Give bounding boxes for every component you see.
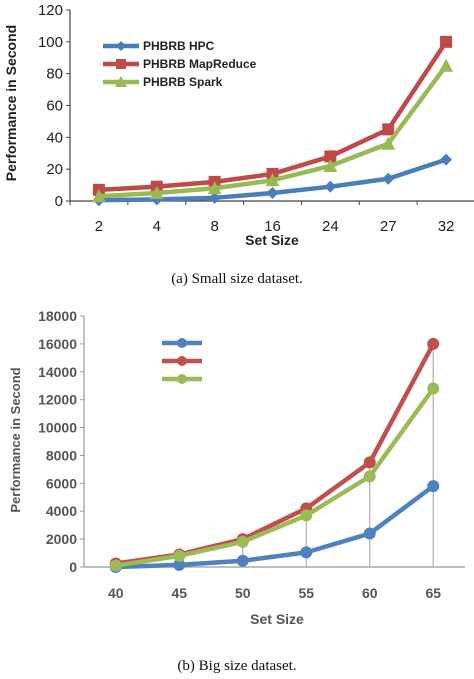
b-series-line <box>115 484 435 570</box>
a-data-point <box>440 35 453 48</box>
b-legend-marker <box>177 374 187 384</box>
b-legend-label: PHBRB Spark <box>206 372 286 386</box>
a-y-tick-label: 80 <box>46 66 63 83</box>
b-data-point <box>363 470 376 483</box>
chart-a-caption: (a) Small size dataset. <box>171 271 303 287</box>
b-x-tick-label: 50 <box>235 585 251 601</box>
a-legend-marker <box>116 41 126 51</box>
a-legend-label: PHBRB MapReduce <box>143 57 257 71</box>
chart-b-ylabel: Performance in Second <box>8 367 23 512</box>
a-data-point <box>265 173 280 187</box>
b-series-line <box>115 387 436 568</box>
chart-a-series <box>91 35 454 207</box>
chart-a-ylabel: Performance in Second <box>3 25 19 181</box>
b-data-point <box>173 558 186 571</box>
b-legend-marker <box>177 338 187 348</box>
a-data-point <box>266 187 279 200</box>
a-legend-label: PHBRB Spark <box>143 75 223 89</box>
a-y-tick-label: 100 <box>38 34 63 51</box>
b-data-point <box>363 527 376 540</box>
b-data-point <box>300 509 313 522</box>
b-y-tick-label: 6000 <box>46 475 77 491</box>
chart-a-xlabel: Set Size <box>245 232 299 248</box>
b-data-point <box>300 546 313 559</box>
a-legend-marker <box>116 59 126 69</box>
a-y-tick-label: 20 <box>46 161 63 178</box>
chart-a-legend: PHBRB HPC PHBRB MapReduce PHBRB Spark <box>103 39 257 89</box>
b-data-point <box>363 456 376 469</box>
a-x-tick-label: 24 <box>322 218 339 235</box>
a-x-tick-label: 16 <box>264 218 281 235</box>
b-y-tick-label: 4000 <box>46 503 77 519</box>
chart-b-series <box>109 337 440 573</box>
chart-b-xlabel: Set Size <box>250 611 304 627</box>
a-data-point <box>323 158 338 172</box>
a-y-tick-label: 0 <box>55 193 63 210</box>
a-x-tick-label: 4 <box>153 218 161 235</box>
b-x-tick-label: 45 <box>171 585 187 601</box>
a-data-point <box>324 150 337 163</box>
b-data-point <box>236 535 249 548</box>
chart-big-dataset: Performance in Second Set Size 0 2000 4000… <box>8 308 465 674</box>
a-data-point <box>382 123 395 136</box>
b-legend-label: PHBRB MapReduce <box>206 354 320 368</box>
a-data-point <box>440 153 453 166</box>
b-legend-label: PHBRB HPC <box>206 336 278 350</box>
b-x-tick-label: 40 <box>108 585 124 601</box>
a-x-tick-label: 2 <box>95 218 103 235</box>
a-data-point <box>208 191 221 204</box>
a-x-tick-label: 32 <box>438 218 455 235</box>
b-data-point <box>427 382 440 395</box>
a-y-tick-label: 40 <box>46 129 63 146</box>
chart-b-axes: 0 2000 4000 6000 8000 10000 12000 14000 16000 180… <box>38 308 465 601</box>
b-y-tick-label: 16000 <box>38 336 77 352</box>
a-legend-marker <box>115 76 127 87</box>
a-x-tick-label: 8 <box>210 218 218 235</box>
b-data-point <box>109 559 122 572</box>
a-data-point <box>381 136 396 150</box>
b-x-tick-label: 60 <box>362 585 378 601</box>
a-x-tick-label: 27 <box>380 218 397 235</box>
chart-small-dataset: Performance in Second Set Size 0 20 40 60 80… <box>3 2 474 287</box>
b-y-tick-label: 14000 <box>38 364 77 380</box>
b-x-tick-label: 65 <box>425 585 441 601</box>
a-y-tick-label: 120 <box>38 2 63 19</box>
a-data-point <box>207 181 222 195</box>
a-data-point <box>382 172 395 185</box>
a-legend-label: PHBRB HPC <box>143 39 215 53</box>
b-data-point <box>236 554 249 567</box>
b-data-point <box>427 337 440 350</box>
chart-b-legend: PHBRB HPC PHBRB MapReduce PHBRB Spark <box>162 336 320 386</box>
b-data-point <box>173 549 186 562</box>
b-data-point <box>427 480 440 493</box>
a-data-point <box>91 189 106 203</box>
a-data-point <box>439 58 454 72</box>
b-legend-marker <box>177 356 187 366</box>
b-y-tick-label: 10000 <box>38 420 77 436</box>
b-y-tick-label: 0 <box>69 559 77 575</box>
a-data-point <box>324 180 337 193</box>
a-y-tick-label: 60 <box>46 98 63 115</box>
b-y-tick-label: 8000 <box>46 447 77 463</box>
b-y-tick-label: 12000 <box>38 392 77 408</box>
b-y-tick-label: 2000 <box>46 531 77 547</box>
a-data-point <box>149 186 164 200</box>
b-y-tick-label: 18000 <box>38 308 77 324</box>
chart-b-caption: (b) Big size dataset. <box>177 658 296 674</box>
b-x-tick-label: 55 <box>298 585 314 601</box>
